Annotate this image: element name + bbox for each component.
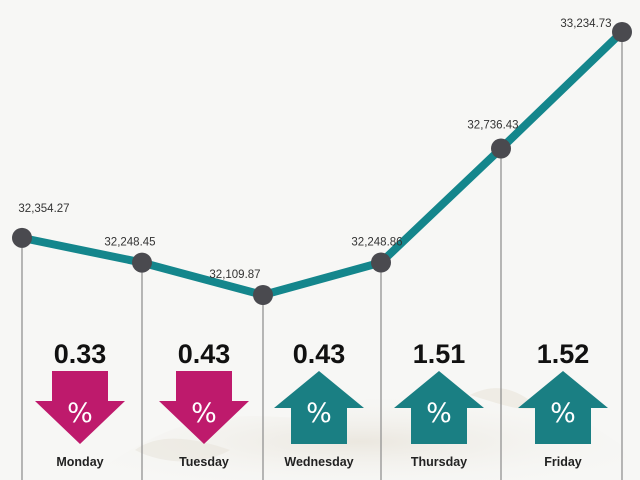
percent-icon: % [191, 398, 217, 429]
map-shape [80, 395, 640, 480]
data-label: 32,736.43 [467, 120, 518, 132]
percent-change-value: 0.33 [54, 339, 107, 369]
percent-icon: % [550, 398, 576, 429]
percent-icon: % [426, 398, 452, 429]
map-shape [135, 438, 230, 462]
percent-change-value: 1.52 [537, 339, 590, 369]
series-line [18, 28, 626, 299]
day-label: Wednesday [284, 455, 353, 469]
down-arrow-icon [35, 371, 125, 444]
data-point [132, 252, 152, 273]
data-point [12, 227, 32, 248]
up-arrow-icon [394, 371, 484, 444]
down-arrow-icon [159, 371, 249, 444]
data-label: 32,109.87 [209, 269, 260, 281]
percent-change-value: 0.43 [293, 339, 346, 369]
data-point [491, 138, 511, 159]
data-label: 33,234.73 [560, 18, 611, 30]
map-shape [470, 388, 540, 410]
percent-icon: % [306, 398, 332, 429]
data-point [253, 285, 273, 305]
day-label: Thursday [411, 455, 467, 469]
data-label: 32,248.45 [104, 237, 155, 249]
day-label: Monday [56, 455, 103, 469]
percent-change-value: 1.51 [413, 339, 466, 369]
day-label: Tuesday [179, 455, 229, 469]
data-label: 32,248.86 [351, 237, 402, 249]
data-label: 32,354.27 [18, 203, 69, 215]
percent-change-value: 0.43 [178, 339, 231, 369]
data-point [612, 22, 632, 42]
percent-icon: % [67, 398, 93, 429]
up-arrow-icon [518, 371, 608, 444]
background-map [80, 388, 640, 480]
up-arrow-icon [274, 371, 364, 444]
day-label: Friday [544, 455, 582, 469]
data-point [371, 252, 391, 273]
